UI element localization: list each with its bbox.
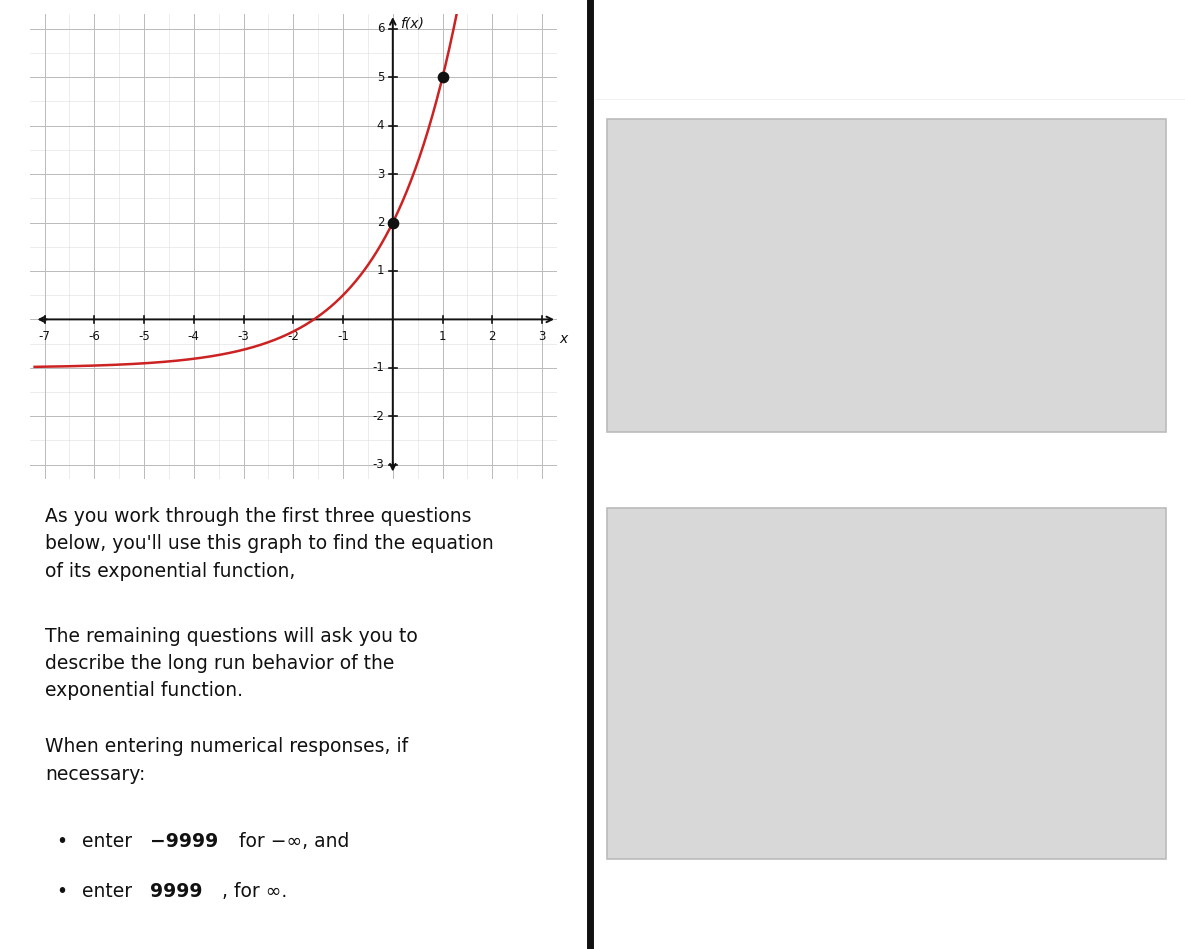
Text: As x → −∞, f (x) →_________ .: As x → −∞, f (x) →_________ . (635, 693, 891, 712)
Text: f(x): f(x) (401, 17, 424, 30)
Text: -2: -2 (287, 330, 300, 343)
Text: -3: -3 (372, 458, 384, 472)
Text: for −∞, and: for −∞, and (232, 831, 350, 850)
Text: Enter a numerical value to complete the: Enter a numerical value to complete the (635, 615, 988, 633)
Text: 9999: 9999 (149, 883, 203, 902)
Text: 1: 1 (438, 330, 447, 343)
Text: 1: 1 (377, 265, 384, 277)
Text: −9999: −9999 (149, 831, 218, 850)
Text: The remaining questions will ask you to
describe the long run behavior of the
ex: The remaining questions will ask you to … (45, 627, 418, 700)
Text: 2 pts: 2 pts (1104, 141, 1149, 159)
Text: x: x (559, 331, 568, 345)
Text: •: • (56, 883, 68, 902)
Text: -4: -4 (188, 330, 200, 343)
Text: -3: -3 (238, 330, 249, 343)
Text: Question 4: Question 4 (668, 140, 795, 160)
FancyBboxPatch shape (632, 752, 962, 827)
Text: •: • (56, 831, 68, 850)
Text: -1: -1 (337, 330, 348, 343)
Text: following statement.: following statement. (635, 244, 814, 262)
Text: 2 pts: 2 pts (1104, 534, 1149, 552)
Text: , for ∞.: , for ∞. (222, 883, 287, 902)
Text: When entering numerical responses, if
necessary:: When entering numerical responses, if ne… (45, 737, 409, 784)
Point (433, 69, 451, 84)
Text: enter: enter (83, 883, 139, 902)
Text: -5: -5 (139, 330, 150, 343)
Text: -2: -2 (372, 410, 384, 422)
Text: 2: 2 (488, 330, 497, 343)
Point (383, 214, 402, 230)
Text: 2: 2 (377, 216, 384, 229)
Text: -6: -6 (89, 330, 101, 343)
Text: 6: 6 (377, 22, 384, 35)
FancyBboxPatch shape (632, 337, 962, 403)
Text: 3: 3 (538, 330, 546, 343)
Text: Question 5: Question 5 (668, 533, 796, 553)
Text: -7: -7 (39, 330, 51, 343)
Text: As x → ∞, f (x) →_________ .: As x → ∞, f (x) →_________ . (635, 284, 876, 303)
Text: Enter a numerical value to complete the: Enter a numerical value to complete the (635, 214, 988, 233)
Text: -1: -1 (372, 362, 384, 374)
Text: 5: 5 (377, 71, 384, 84)
Text: □: □ (629, 533, 649, 553)
Text: following statement.: following statement. (635, 648, 814, 666)
Text: 4: 4 (377, 120, 384, 132)
Text: 3: 3 (377, 168, 384, 180)
Text: As you work through the first three questions
below, you'll use this graph to fi: As you work through the first three ques… (45, 507, 494, 581)
Text: enter: enter (83, 831, 139, 850)
Text: □: □ (629, 140, 649, 160)
